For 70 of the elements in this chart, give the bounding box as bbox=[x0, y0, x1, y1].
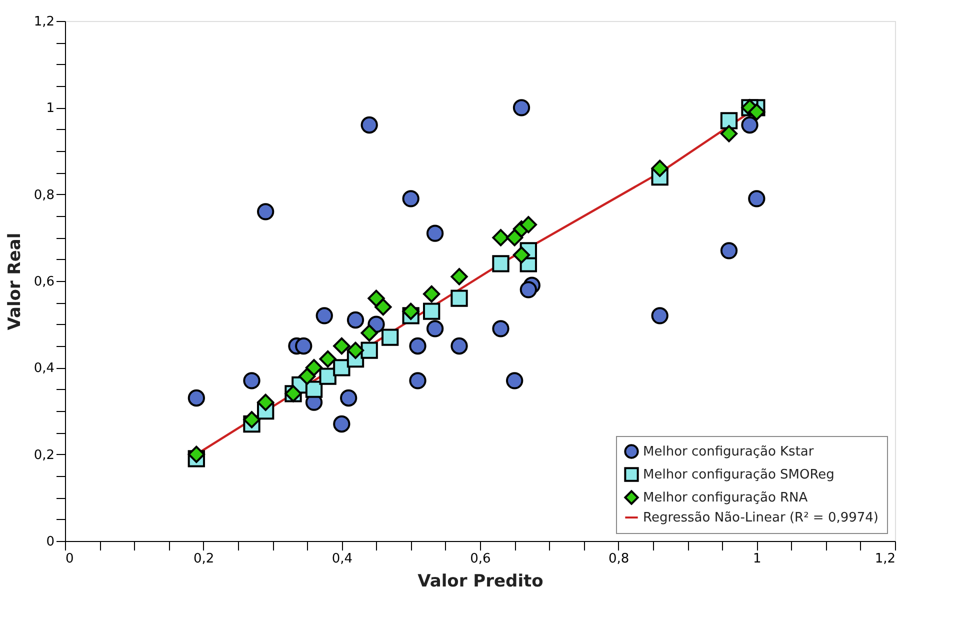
point bbox=[492, 320, 510, 338]
y-tick-label: 0,8 bbox=[34, 188, 54, 203]
point bbox=[409, 337, 426, 355]
point bbox=[340, 389, 358, 407]
point bbox=[651, 307, 668, 324]
point bbox=[720, 112, 738, 130]
x-tick-label: 0 bbox=[66, 552, 74, 566]
point bbox=[188, 446, 205, 463]
point bbox=[651, 160, 668, 177]
point bbox=[492, 229, 510, 246]
x-tick-label: 0,8 bbox=[608, 552, 630, 566]
y-tick-label: 0,2 bbox=[34, 448, 54, 463]
point bbox=[360, 324, 378, 342]
x-tick-label: 1 bbox=[753, 552, 762, 566]
point bbox=[333, 415, 350, 433]
point bbox=[423, 285, 440, 303]
point bbox=[316, 307, 333, 324]
point bbox=[748, 190, 766, 208]
point bbox=[243, 411, 260, 428]
point bbox=[374, 298, 392, 316]
x-tick-label: 0,2 bbox=[193, 552, 214, 566]
point bbox=[382, 328, 399, 346]
legend-label: Melhor configuração SMOReg bbox=[643, 468, 834, 482]
point bbox=[720, 242, 738, 260]
point bbox=[512, 99, 530, 116]
point bbox=[305, 380, 323, 398]
point bbox=[188, 389, 205, 407]
point bbox=[520, 216, 537, 234]
point bbox=[741, 116, 758, 134]
point bbox=[319, 350, 336, 368]
y-tick-label: 0,6 bbox=[34, 274, 54, 290]
point bbox=[426, 224, 444, 242]
y-tick-label: 1 bbox=[46, 101, 54, 116]
point bbox=[360, 116, 378, 134]
point bbox=[305, 359, 323, 376]
point bbox=[506, 372, 524, 390]
point bbox=[492, 255, 510, 272]
point bbox=[243, 372, 260, 390]
point bbox=[295, 337, 312, 355]
point bbox=[298, 368, 316, 385]
x-axis-title: Valor Predito bbox=[418, 572, 544, 592]
x-tick-label: 0,4 bbox=[332, 552, 353, 566]
legend-label: Melhor configuração Kstar bbox=[643, 444, 814, 460]
point bbox=[402, 302, 420, 320]
y-axis-title: Valor Real bbox=[4, 232, 25, 330]
point bbox=[720, 125, 738, 142]
legend-label: Regressão Não-Linear (R² = 0,9974) bbox=[643, 510, 878, 526]
point bbox=[257, 203, 274, 220]
point bbox=[346, 342, 364, 359]
y-tick-label: 1,2 bbox=[34, 14, 54, 30]
point bbox=[520, 281, 537, 298]
point bbox=[409, 372, 426, 390]
point bbox=[506, 229, 524, 246]
point bbox=[423, 302, 440, 320]
point bbox=[748, 103, 766, 121]
x-tick-label: 1,2 bbox=[874, 552, 896, 566]
point bbox=[360, 342, 378, 359]
point bbox=[450, 268, 468, 286]
point bbox=[257, 394, 274, 411]
point bbox=[450, 290, 468, 307]
point bbox=[426, 320, 444, 338]
point bbox=[333, 337, 350, 355]
legend-label: Melhor configuração RNA bbox=[643, 490, 808, 506]
y-tick-label: 0 bbox=[46, 534, 54, 550]
point bbox=[346, 311, 364, 329]
y-tick-label: 0,4 bbox=[34, 361, 54, 376]
point bbox=[512, 246, 530, 264]
point bbox=[450, 337, 468, 355]
point bbox=[402, 190, 420, 208]
x-tick-label: 0,6 bbox=[470, 552, 491, 566]
